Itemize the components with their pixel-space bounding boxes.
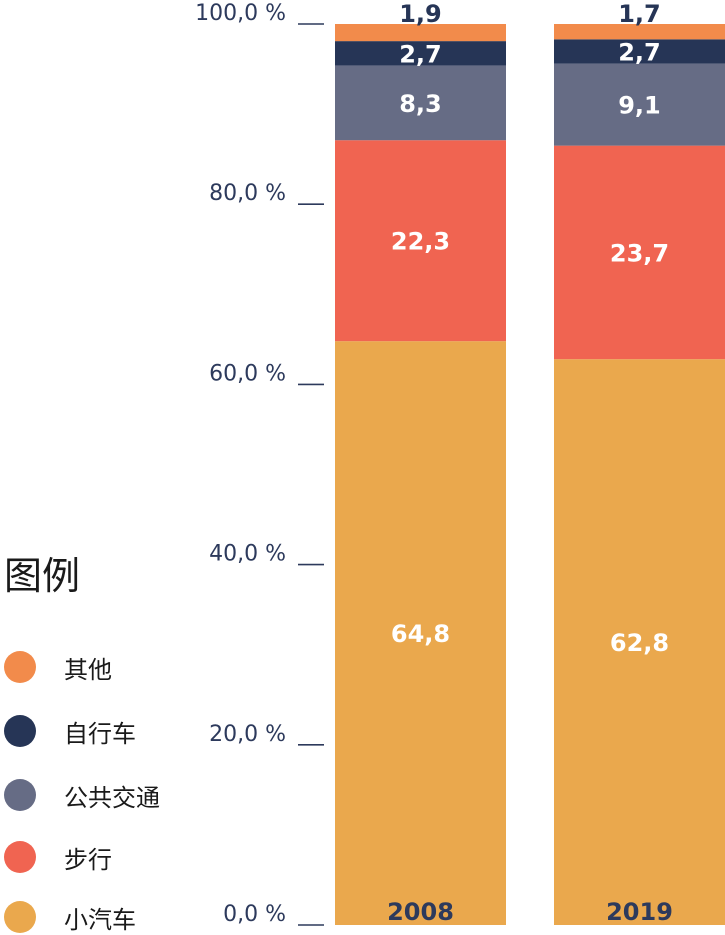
y-tick-label: 0,0 % <box>223 902 286 927</box>
y-tick-label: 20,0 % <box>209 722 286 747</box>
legend-item-public-transport: 公共交通 <box>4 778 160 812</box>
bar-value-label: 8,3 <box>399 90 442 118</box>
legend-swatch-walking <box>4 841 36 873</box>
bar-segment <box>554 145 725 360</box>
bar-segment <box>554 39 725 64</box>
bar-value-label: 2,7 <box>399 40 442 68</box>
legend-label-walking: 步行 <box>64 845 112 874</box>
bar-value-label: 2,7 <box>618 38 661 66</box>
bar-value-label: 64,8 <box>391 620 450 648</box>
legend-swatch-car <box>4 901 36 933</box>
legend-label-bicycle: 自行车 <box>64 719 136 748</box>
bar-segment <box>554 359 725 925</box>
legend: 图例 其他 自行车 公共交通 步行 小汽车 <box>4 552 204 934</box>
legend-swatch-bicycle <box>4 715 36 747</box>
bar-segment <box>335 65 506 141</box>
legend-item-other: 其他 <box>4 650 112 684</box>
legend-label-other: 其他 <box>64 655 112 684</box>
bar-value-label: 9,1 <box>618 92 661 120</box>
legend-item-bicycle: 自行车 <box>4 714 136 748</box>
legend-swatch-other <box>4 651 36 683</box>
bar-value-label: 23,7 <box>610 239 669 267</box>
y-tick-label: 80,0 % <box>209 181 286 206</box>
category-label: 2008 <box>387 898 454 926</box>
legend-swatch-public-transport <box>4 779 36 811</box>
bar-segment <box>554 24 725 40</box>
legend-title: 图例 <box>4 554 81 598</box>
bar-value-label: 1,7 <box>618 0 661 28</box>
bar-segment <box>335 24 506 42</box>
bar-segment <box>335 41 506 66</box>
bar-segment <box>554 63 725 146</box>
category-label: 2019 <box>606 898 673 926</box>
bar-segment <box>335 341 506 926</box>
y-tick-label: 60,0 % <box>209 361 286 386</box>
bar-value-label: 1,9 <box>399 0 442 28</box>
bar-segment <box>335 140 506 342</box>
legend-item-car: 小汽车 <box>4 900 136 934</box>
legend-label-car: 小汽车 <box>64 905 136 934</box>
y-tick-label: 100,0 % <box>195 1 286 26</box>
legend-label-public-transport: 公共交通 <box>64 783 160 812</box>
bar-value-label: 62,8 <box>610 629 669 657</box>
y-tick-label: 40,0 % <box>209 542 286 567</box>
bar-value-label: 22,3 <box>391 228 450 256</box>
legend-item-walking: 步行 <box>4 840 112 874</box>
